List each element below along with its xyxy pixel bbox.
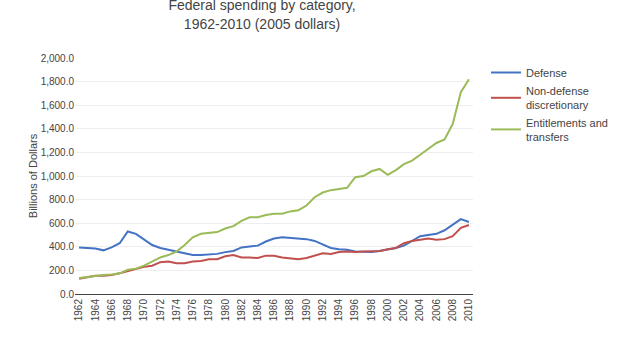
svg-text:1964: 1964 bbox=[90, 299, 101, 322]
svg-text:1984: 1984 bbox=[252, 299, 263, 322]
svg-text:1,000.0: 1,000.0 bbox=[41, 171, 75, 182]
svg-text:2008: 2008 bbox=[447, 299, 458, 322]
svg-text:1982: 1982 bbox=[236, 299, 247, 322]
svg-text:1972: 1972 bbox=[155, 299, 166, 322]
svg-text:Billions of Dollars: Billions of Dollars bbox=[27, 133, 39, 218]
svg-text:400.0: 400.0 bbox=[49, 241, 74, 252]
svg-text:800.0: 800.0 bbox=[49, 194, 74, 205]
svg-text:Entitlements andtransfers: Entitlements andtransfers bbox=[526, 117, 608, 143]
svg-text:1992: 1992 bbox=[317, 299, 328, 322]
svg-text:2004: 2004 bbox=[414, 299, 425, 322]
svg-text:1974: 1974 bbox=[171, 299, 182, 322]
svg-text:Federal spending by category,1: Federal spending by category,1962-2010 (… bbox=[168, 0, 355, 32]
svg-text:2006: 2006 bbox=[431, 299, 442, 322]
svg-text:2010: 2010 bbox=[463, 299, 474, 322]
svg-text:1980: 1980 bbox=[220, 299, 231, 322]
svg-text:1988: 1988 bbox=[284, 299, 295, 322]
svg-text:1,600.0: 1,600.0 bbox=[41, 100, 75, 111]
svg-text:600.0: 600.0 bbox=[49, 218, 74, 229]
svg-text:1970: 1970 bbox=[138, 299, 149, 322]
svg-text:200.0: 200.0 bbox=[49, 265, 74, 276]
svg-text:2,000.0: 2,000.0 bbox=[41, 53, 75, 64]
svg-text:1962: 1962 bbox=[73, 299, 84, 322]
svg-text:1,200.0: 1,200.0 bbox=[41, 147, 75, 158]
svg-text:1986: 1986 bbox=[268, 299, 279, 322]
svg-text:1976: 1976 bbox=[187, 299, 198, 322]
svg-text:2000: 2000 bbox=[382, 299, 393, 322]
svg-text:Non-defensediscretionary: Non-defensediscretionary bbox=[526, 85, 589, 111]
svg-text:1998: 1998 bbox=[366, 299, 377, 322]
svg-text:1,800.0: 1,800.0 bbox=[41, 76, 75, 87]
svg-text:1968: 1968 bbox=[122, 299, 133, 322]
svg-text:2002: 2002 bbox=[398, 299, 409, 322]
svg-text:Defense: Defense bbox=[526, 67, 567, 79]
svg-text:1994: 1994 bbox=[333, 299, 344, 322]
svg-text:0.0: 0.0 bbox=[60, 289, 74, 300]
svg-text:1978: 1978 bbox=[203, 299, 214, 322]
svg-text:1990: 1990 bbox=[301, 299, 312, 322]
svg-text:1,400.0: 1,400.0 bbox=[41, 123, 75, 134]
svg-text:1966: 1966 bbox=[106, 299, 117, 322]
svg-text:1996: 1996 bbox=[349, 299, 360, 322]
